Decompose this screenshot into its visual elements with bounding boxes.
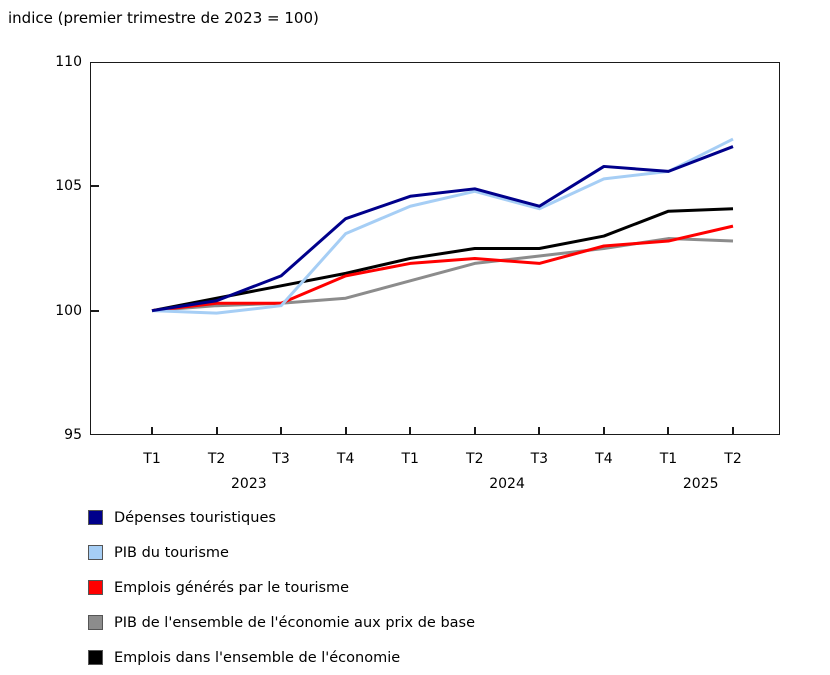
legend-item-label: Emplois générés par le tourisme — [114, 579, 350, 596]
legend-color-swatch — [88, 580, 103, 595]
x-axis-tick-mark — [344, 427, 347, 435]
legend-color-swatch — [88, 615, 103, 630]
x-axis-tick-mark — [409, 427, 412, 435]
x-axis-tick-mark — [215, 427, 218, 435]
legend-item-label: Emplois dans l'ensemble de l'économie — [114, 649, 401, 666]
x-axis-tick-label: T1 — [143, 451, 161, 467]
y-axis-tick-label: 105 — [55, 178, 82, 195]
legend-item: PIB de l'ensemble de l'économie aux prix… — [88, 605, 788, 640]
y-axis-tick-mark — [90, 309, 99, 312]
x-axis-group-label: 2024 — [489, 476, 525, 492]
x-axis-tick-mark — [473, 427, 476, 435]
chart-title: indice (premier trimestre de 2023 = 100) — [8, 9, 319, 27]
legend-item: Emplois générés par le tourisme — [88, 570, 788, 605]
x-axis-tick-label: T1 — [659, 451, 678, 467]
x-axis-tick-label: T1 — [401, 451, 419, 467]
x-axis-tick-mark — [667, 427, 670, 435]
x-axis-tick-label: T3 — [272, 451, 290, 467]
x-axis-tick-label: T4 — [336, 451, 355, 467]
legend-item-label: Dépenses touristiques — [114, 509, 276, 526]
x-axis-tick-mark — [538, 427, 541, 435]
chart-legend: Dépenses touristiques PIB du tourisme Empl… — [88, 500, 788, 675]
legend-item-label: PIB du tourisme — [114, 544, 229, 561]
y-axis-tick-label: 100 — [55, 302, 82, 319]
x-axis-tick-mark — [280, 427, 283, 435]
x-axis-group-label: 2025 — [682, 476, 719, 492]
plot-area — [90, 62, 780, 435]
x-axis-tick-label: T3 — [530, 451, 549, 467]
x-axis-group-label: 2023 — [231, 476, 267, 492]
x-axis-tick-mark — [151, 427, 153, 435]
x-axis-tick-label: T4 — [595, 451, 613, 467]
x-axis-tick-label: T2 — [724, 451, 742, 467]
y-axis-tick-mark — [90, 185, 99, 188]
legend-color-swatch — [88, 650, 103, 665]
legend-color-swatch — [88, 510, 103, 525]
legend-item: Dépenses touristiques — [88, 500, 788, 535]
y-axis-tick-label: 95 — [64, 427, 82, 443]
legend-item-label: PIB de l'ensemble de l'économie aux prix… — [114, 614, 476, 631]
legend-item: Emplois dans l'ensemble de l'économie — [88, 640, 788, 675]
x-axis-tick-mark — [732, 427, 734, 435]
legend-color-swatch — [88, 545, 103, 560]
legend-item: PIB du tourisme — [88, 535, 788, 570]
x-axis-tick-label: T2 — [207, 451, 226, 467]
y-axis-tick-label: 110 — [55, 54, 82, 70]
x-axis-tick-label: T2 — [466, 451, 484, 467]
x-axis-tick-mark — [602, 427, 605, 435]
